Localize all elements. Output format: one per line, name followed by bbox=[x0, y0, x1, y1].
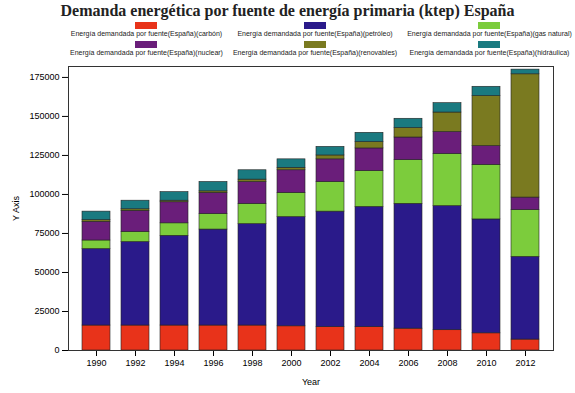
svg-text:75000: 75000 bbox=[34, 228, 59, 238]
svg-text:2002: 2002 bbox=[320, 358, 340, 368]
svg-text:100000: 100000 bbox=[29, 189, 59, 199]
html-text:Demanda energética por fuente: Demanda energética por fuente de energía… bbox=[60, 2, 515, 19]
svg-text:175000: 175000 bbox=[29, 72, 59, 82]
svg-text:50000: 50000 bbox=[34, 267, 59, 277]
svg-text:1992: 1992 bbox=[125, 358, 145, 368]
html-text:Energía demandada por fuente(E: Energía demandada por fuente(España)(hid… bbox=[409, 49, 570, 56]
html-text:Energía demandada por fuente(E: Energía demandada por fuente(España)(pet… bbox=[237, 30, 393, 37]
svg-text:1990: 1990 bbox=[86, 358, 106, 368]
html-text:Energía demandada por fuente(E: Energía demandada por fuente(España)(ren… bbox=[232, 49, 398, 56]
svg-text:Y Axis: Y Axis bbox=[11, 196, 21, 221]
svg-text:2008: 2008 bbox=[437, 358, 457, 368]
html-text:Energía demandada por fuente(E: Energía demandada por fuente(España)(gas… bbox=[407, 30, 572, 37]
svg-text:2006: 2006 bbox=[398, 358, 418, 368]
svg-text:2010: 2010 bbox=[476, 358, 496, 368]
svg-text:0: 0 bbox=[54, 345, 59, 355]
svg-text:2004: 2004 bbox=[359, 358, 379, 368]
html-text:Energía demandada por fuente(E: Energía demandada por fuente(España)(car… bbox=[70, 30, 223, 37]
svg-text:1994: 1994 bbox=[164, 358, 184, 368]
svg-text:1998: 1998 bbox=[242, 358, 262, 368]
html-text:Energía demandada por fuente(E: Energía demandada por fuente(España)(nuc… bbox=[70, 49, 223, 56]
svg-text:25000: 25000 bbox=[34, 306, 59, 316]
svg-text:Year: Year bbox=[302, 377, 320, 387]
svg-text:150000: 150000 bbox=[29, 111, 59, 121]
svg-text:2012: 2012 bbox=[515, 358, 535, 368]
svg-text:125000: 125000 bbox=[29, 150, 59, 160]
svg-text:1996: 1996 bbox=[203, 358, 223, 368]
svg-text:2000: 2000 bbox=[281, 358, 301, 368]
